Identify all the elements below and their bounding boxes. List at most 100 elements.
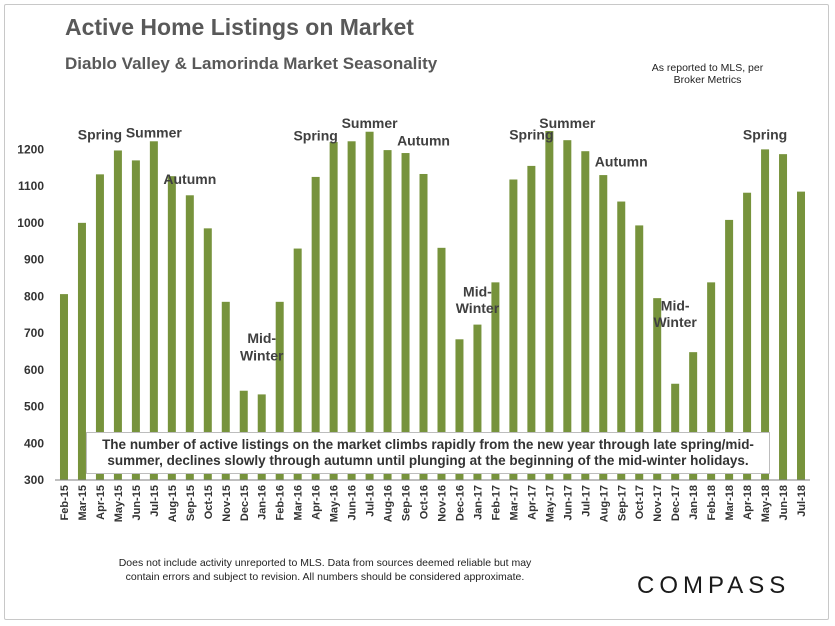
x-tick-label: Jul-15	[149, 485, 161, 517]
bar	[401, 153, 410, 480]
x-tick-label: Jun-16	[347, 485, 359, 520]
x-tick-label: Apr-15	[95, 485, 107, 520]
season-annotation: Summer	[126, 125, 183, 141]
season-annotation: Summer	[342, 115, 399, 131]
season-annotation: Autumn	[163, 171, 216, 187]
source-note-line-2: Broker Metrics	[673, 74, 742, 86]
bar	[95, 174, 104, 480]
bar	[761, 149, 770, 481]
x-tick-label: May-15	[113, 485, 125, 522]
bar	[149, 141, 158, 480]
x-tick-label: Oct-17	[634, 485, 646, 519]
bar	[185, 195, 194, 480]
bar	[77, 222, 86, 480]
disclaimer-line-1: Does not include activity unreported to …	[118, 557, 532, 569]
x-tick-label: Jun-18	[778, 485, 790, 520]
bar	[779, 154, 788, 480]
x-tick-label: Mar-17	[508, 485, 520, 520]
bar	[347, 141, 356, 480]
bar	[671, 383, 680, 480]
chart-frame	[4, 4, 829, 620]
callout-line-2: summer, declines slowly through autumn u…	[107, 453, 749, 468]
bar	[545, 131, 554, 480]
x-tick-label: Jan-17	[472, 485, 484, 520]
season-annotation: Winter	[456, 300, 500, 316]
bar	[617, 201, 626, 481]
y-tick-label: 900	[24, 253, 44, 267]
y-tick-label: 800	[24, 289, 44, 303]
bar	[293, 248, 302, 480]
season-annotation: Winter	[653, 314, 697, 330]
x-tick-label: Jul-17	[580, 485, 592, 517]
x-tick-label: Mar-18	[724, 485, 736, 520]
x-tick-label: May-16	[329, 485, 341, 522]
bar	[491, 282, 500, 480]
x-tick-label: Dec-16	[454, 485, 466, 521]
y-tick-label: 1000	[17, 216, 44, 230]
x-tick-label: Feb-17	[490, 485, 502, 520]
chart-subtitle: Diablo Valley & Lamorinda Market Seasona…	[65, 54, 438, 73]
bar	[599, 175, 608, 480]
x-tick-label: Dec-17	[670, 485, 682, 521]
x-tick-label: Oct-16	[419, 485, 431, 519]
disclaimer: Does not include activity unreported to …	[85, 556, 565, 584]
bar	[653, 298, 662, 480]
bar	[743, 192, 752, 480]
source-note-line-1: As reported to MLS, per	[651, 62, 764, 74]
x-tick-label: Mar-16	[293, 485, 305, 520]
callout-line-1: The number of active listings on the mar…	[102, 437, 754, 452]
bar	[797, 191, 806, 480]
y-tick-label: 600	[24, 363, 44, 377]
x-tick-label: Apr-17	[526, 485, 538, 520]
disclaimer-line-2: contain errors and subject to revision. …	[125, 571, 525, 583]
x-tick-label: Feb-16	[275, 485, 287, 520]
season-annotation: Mid-	[463, 283, 492, 299]
compass-logo: COMPASS	[637, 572, 791, 599]
bar	[329, 142, 338, 480]
season-annotation: Spring	[293, 128, 337, 144]
x-tick-label: Jan-16	[257, 485, 269, 520]
y-tick-label: 500	[24, 400, 44, 414]
x-tick-label: Mar-15	[77, 485, 89, 520]
y-tick-label: 1100	[18, 179, 44, 193]
chart-title: Active Home Listings on Market	[65, 14, 414, 40]
x-tick-label: Aug-17	[598, 485, 610, 522]
bar	[419, 173, 428, 480]
y-tick-label: 300	[24, 473, 44, 487]
x-tick-label: Jun-17	[562, 485, 574, 520]
x-tick-label: Aug-16	[383, 485, 395, 522]
season-annotation: Autumn	[595, 154, 648, 170]
season-annotation: Spring	[509, 126, 553, 142]
bar	[455, 339, 464, 480]
season-annotation: Spring	[743, 126, 787, 142]
x-tick-label: Sep-16	[401, 485, 413, 521]
season-annotation: Mid-	[247, 330, 276, 346]
x-tick-label: Apr-16	[311, 485, 323, 520]
x-tick-label: Aug-15	[167, 485, 179, 522]
bar	[131, 160, 140, 481]
x-tick-label: May-18	[760, 485, 772, 522]
bar	[437, 247, 446, 480]
x-tick-label: Feb-15	[59, 485, 71, 520]
bar	[203, 228, 212, 480]
bar	[311, 176, 320, 480]
x-tick-label: May-17	[544, 485, 556, 522]
x-tick-label: Oct-15	[203, 485, 215, 519]
bar	[707, 282, 716, 480]
x-tick-label: Nov-17	[652, 485, 664, 522]
season-annotation: Autumn	[397, 133, 450, 149]
x-tick-label: Nov-15	[221, 485, 233, 522]
x-tick-label: Sep-17	[616, 485, 628, 521]
season-annotation: Spring	[78, 126, 122, 142]
source-note: As reported to MLS, per Broker Metrics	[640, 62, 775, 86]
y-tick-label: 700	[24, 326, 44, 340]
bar	[563, 140, 572, 480]
y-tick-label: 1200	[17, 142, 44, 156]
bar	[113, 150, 122, 480]
bar	[581, 151, 590, 480]
bar	[221, 301, 230, 480]
season-annotation: Mid-	[661, 297, 690, 313]
season-annotation: Summer	[539, 115, 596, 131]
x-tick-label: Jan-18	[688, 485, 700, 520]
season-annotation: Winter	[240, 348, 284, 364]
